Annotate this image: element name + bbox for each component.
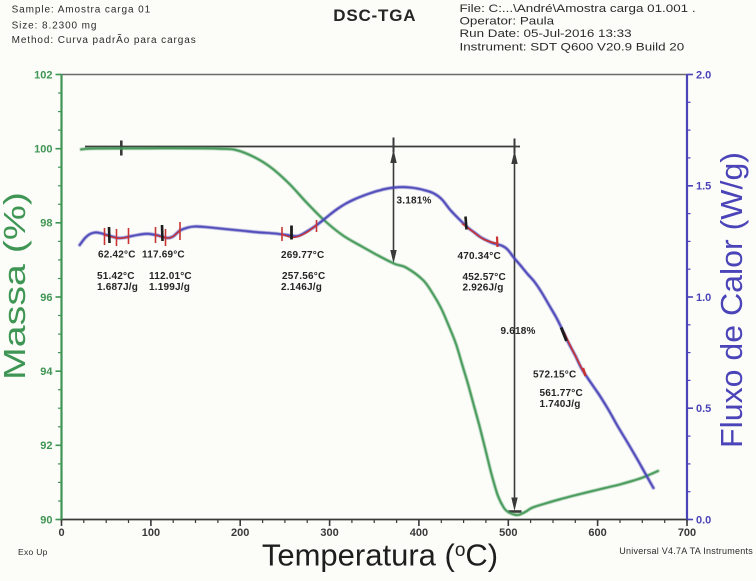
svg-text:1.0: 1.0 (696, 292, 711, 304)
svg-text:500: 500 (499, 527, 517, 539)
svg-text:1.5: 1.5 (696, 181, 711, 193)
svg-text:1.199J/g: 1.199J/g (149, 282, 190, 293)
svg-text:257.56°C: 257.56°C (282, 271, 325, 282)
svg-text:94: 94 (40, 366, 53, 378)
svg-text:92: 92 (40, 440, 52, 452)
svg-text:Universal V4.7A TA Instruments: Universal V4.7A TA Instruments (619, 546, 753, 556)
svg-text:300: 300 (320, 527, 338, 539)
svg-text:600: 600 (588, 527, 606, 539)
svg-text:400: 400 (410, 527, 428, 539)
svg-text:DSC-TGA: DSC-TGA (333, 6, 416, 25)
svg-text:700: 700 (678, 527, 696, 539)
svg-text:269.77°C: 269.77°C (281, 250, 324, 261)
svg-text:0.0: 0.0 (696, 514, 711, 526)
svg-text:100: 100 (142, 527, 160, 539)
svg-text:9.618%: 9.618% (501, 326, 536, 337)
svg-text:2.0: 2.0 (696, 69, 711, 81)
svg-text:Operator: Paula: Operator: Paula (460, 14, 555, 27)
svg-text:Exo Up: Exo Up (18, 547, 48, 557)
svg-text:470.34°C: 470.34°C (458, 251, 501, 262)
svg-text:Massa (%): Massa (%) (0, 192, 32, 380)
svg-text:561.77°C: 561.77°C (540, 388, 583, 399)
svg-text:1.687J/g: 1.687J/g (97, 282, 138, 293)
svg-text:51.42°C: 51.42°C (97, 271, 135, 282)
svg-text:112.01°C: 112.01°C (149, 271, 192, 282)
svg-text:102: 102 (34, 69, 52, 81)
svg-text:1.740J/g: 1.740J/g (540, 399, 581, 410)
svg-text:0: 0 (58, 527, 64, 539)
svg-text:Size: 8.2300 mg: Size: 8.2300 mg (12, 20, 98, 31)
svg-text:100: 100 (34, 144, 52, 156)
svg-text:3.181%: 3.181% (397, 196, 432, 207)
svg-text:62.42°C: 62.42°C (98, 250, 136, 261)
svg-text:Sample: Amostra carga 01: Sample: Amostra carga 01 (12, 5, 151, 16)
svg-text:452.57°C: 452.57°C (463, 272, 506, 283)
svg-text:90: 90 (40, 514, 52, 526)
svg-text:98: 98 (40, 218, 52, 230)
svg-text:File: C:...\André\Amostra carg: File: C:...\André\Amostra carga 01.001 . (460, 2, 696, 15)
svg-text:0.5: 0.5 (696, 403, 711, 415)
svg-text:2.146J/g: 2.146J/g (281, 282, 322, 293)
svg-text:Run Date: 05-Jul-2016 13:33: Run Date: 05-Jul-2016 13:33 (460, 27, 632, 40)
svg-text:572.15°C: 572.15°C (533, 370, 576, 381)
svg-text:2.926J/g: 2.926J/g (463, 283, 504, 294)
svg-text:Instrument: SDT Q600 V20.9 Bui: Instrument: SDT Q600 V20.9 Build 20 (460, 40, 685, 53)
svg-text:117.69°C: 117.69°C (142, 250, 185, 261)
svg-text:Method: Curva padrÃo para carg: Method: Curva padrÃo para cargas (12, 33, 197, 46)
svg-text:96: 96 (40, 292, 52, 304)
svg-text:200: 200 (231, 527, 249, 539)
svg-text:Fluxo de Calor (W/g): Fluxo de Calor (W/g) (714, 152, 749, 448)
